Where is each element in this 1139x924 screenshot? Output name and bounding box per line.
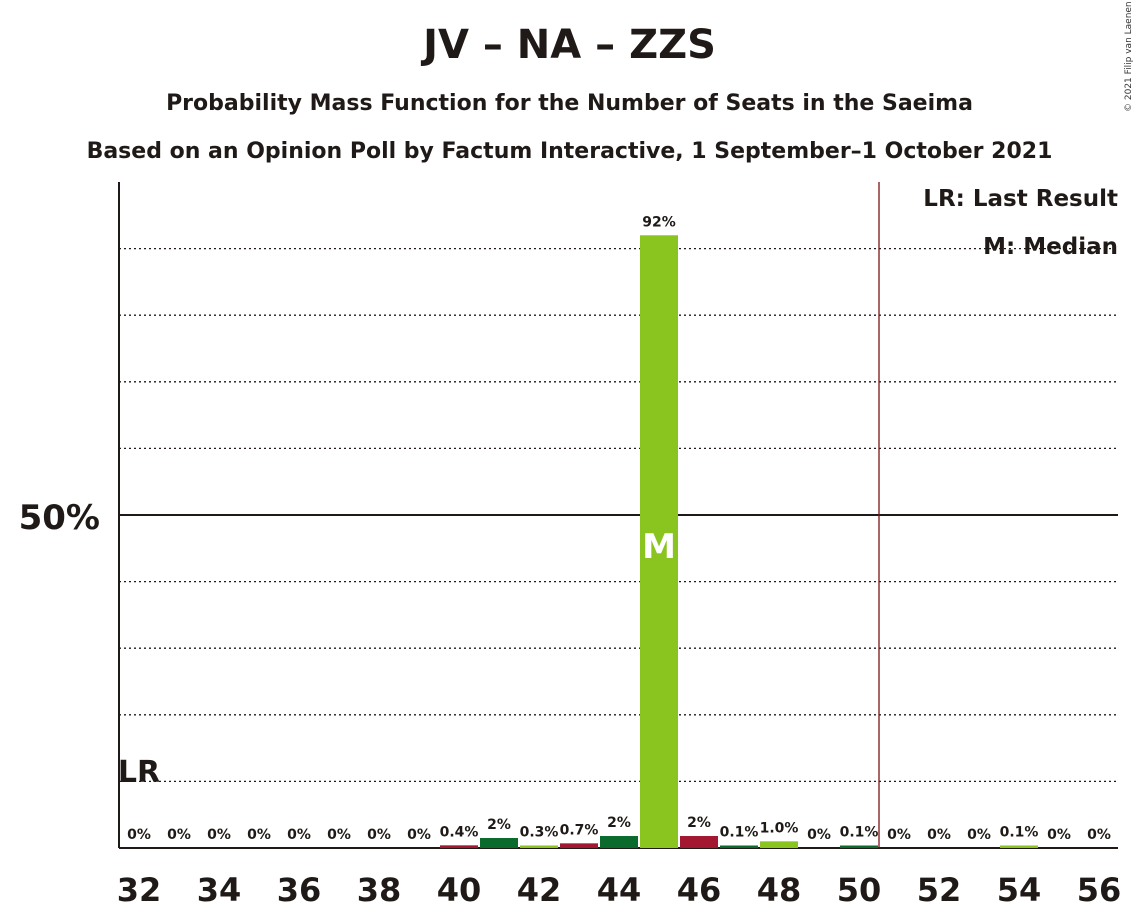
bar-value-label: 0.7% [560, 822, 599, 838]
bar-seats-50 [840, 845, 878, 848]
bar-value-label: 0.4% [440, 824, 479, 840]
bar-value-label: 0% [967, 827, 991, 843]
chart-title: JV – NA – ZZS [423, 22, 716, 68]
bar-value-label: 0% [887, 827, 911, 843]
y-tick-label-50: 50% [19, 498, 100, 538]
legend-last-result: LR: Last Result [923, 186, 1118, 212]
bar-value-label: 0% [287, 827, 311, 843]
bar-value-label: 0% [207, 827, 231, 843]
bar-value-label: 0% [367, 827, 391, 843]
median-marker: M [642, 527, 676, 567]
x-tick-label: 50 [837, 871, 882, 909]
bar-seats-47 [720, 845, 758, 848]
x-tick-label: 48 [757, 871, 802, 909]
bar-seats-41 [480, 838, 518, 848]
bar-value-label: 0% [327, 827, 351, 843]
x-tick-label: 54 [997, 871, 1042, 909]
bar-seats-43 [560, 843, 598, 848]
bar-value-label: 0% [167, 827, 191, 843]
bar-seats-48 [760, 841, 798, 848]
x-tick-label: 34 [197, 871, 242, 909]
x-tick-label: 56 [1077, 871, 1122, 909]
x-tick-label: 44 [597, 871, 642, 909]
bar-value-label: 92% [642, 214, 676, 230]
bar-value-label: 1.0% [760, 820, 799, 836]
bar-value-label: 0% [127, 827, 151, 843]
chart-subtitle-source: Based on an Opinion Poll by Factum Inter… [86, 139, 1053, 164]
bar-value-label: 0.1% [1000, 825, 1039, 841]
bar-seats-45 [640, 235, 678, 848]
x-tick-label: 38 [357, 871, 402, 909]
bar-value-label: 2% [607, 815, 631, 831]
bar-seats-46 [680, 836, 718, 848]
bar-seats-54 [1000, 845, 1038, 848]
bar-seats-44 [600, 836, 638, 848]
bar-value-label: 2% [687, 815, 711, 831]
bar-value-label: 0.1% [720, 825, 759, 841]
bar-value-label: 2% [487, 817, 511, 833]
bar-value-label: 0.3% [520, 825, 559, 841]
last-result-marker: LR [118, 755, 160, 790]
bar-value-label: 0% [1047, 827, 1071, 843]
bar-value-label: 0% [927, 827, 951, 843]
x-tick-label: 40 [437, 871, 482, 909]
bar-seats-40 [440, 845, 478, 848]
x-tick-label: 46 [677, 871, 722, 909]
bar-value-label: 0% [1087, 827, 1111, 843]
bar-value-label: 0% [807, 827, 831, 843]
legend-median: M: Median [983, 234, 1118, 260]
chart-subtitle: Probability Mass Function for the Number… [166, 91, 973, 116]
bar-value-label: 0% [247, 827, 271, 843]
x-tick-label: 52 [917, 871, 962, 909]
bar-value-label: 0.1% [840, 825, 879, 841]
bar-value-label: 0% [407, 827, 431, 843]
bar-seats-42 [520, 845, 558, 848]
x-tick-label: 36 [277, 871, 322, 909]
x-tick-label: 32 [117, 871, 162, 909]
x-tick-label: 42 [517, 871, 562, 909]
